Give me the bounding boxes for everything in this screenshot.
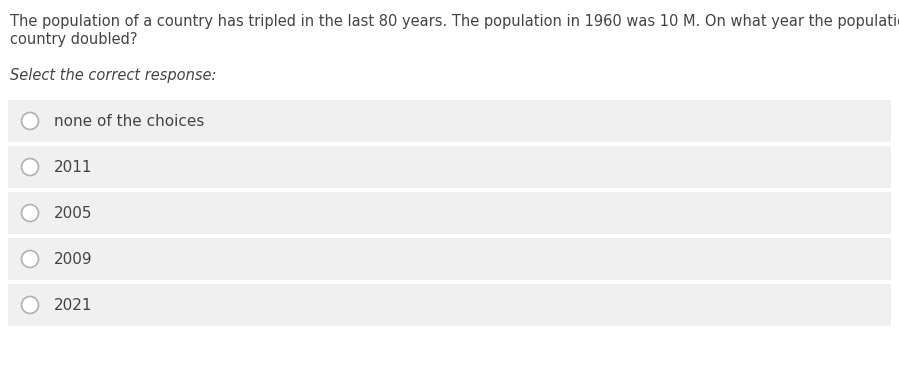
Bar bbox=[8, 100, 891, 142]
Circle shape bbox=[22, 112, 39, 130]
Circle shape bbox=[22, 250, 39, 268]
Text: country doubled?: country doubled? bbox=[10, 32, 138, 47]
Text: 2005: 2005 bbox=[54, 205, 93, 221]
Bar bbox=[8, 284, 891, 326]
Bar bbox=[8, 192, 891, 234]
Text: 2011: 2011 bbox=[54, 159, 93, 175]
Text: none of the choices: none of the choices bbox=[54, 113, 204, 129]
Circle shape bbox=[22, 204, 39, 222]
Circle shape bbox=[22, 296, 39, 314]
Text: Select the correct response:: Select the correct response: bbox=[10, 68, 217, 83]
Circle shape bbox=[22, 158, 39, 176]
Text: The population of a country has tripled in the last 80 years. The population in : The population of a country has tripled … bbox=[10, 14, 899, 29]
Bar bbox=[8, 238, 891, 280]
Text: 2021: 2021 bbox=[54, 297, 93, 313]
Bar bbox=[8, 146, 891, 188]
Text: 2009: 2009 bbox=[54, 251, 93, 267]
